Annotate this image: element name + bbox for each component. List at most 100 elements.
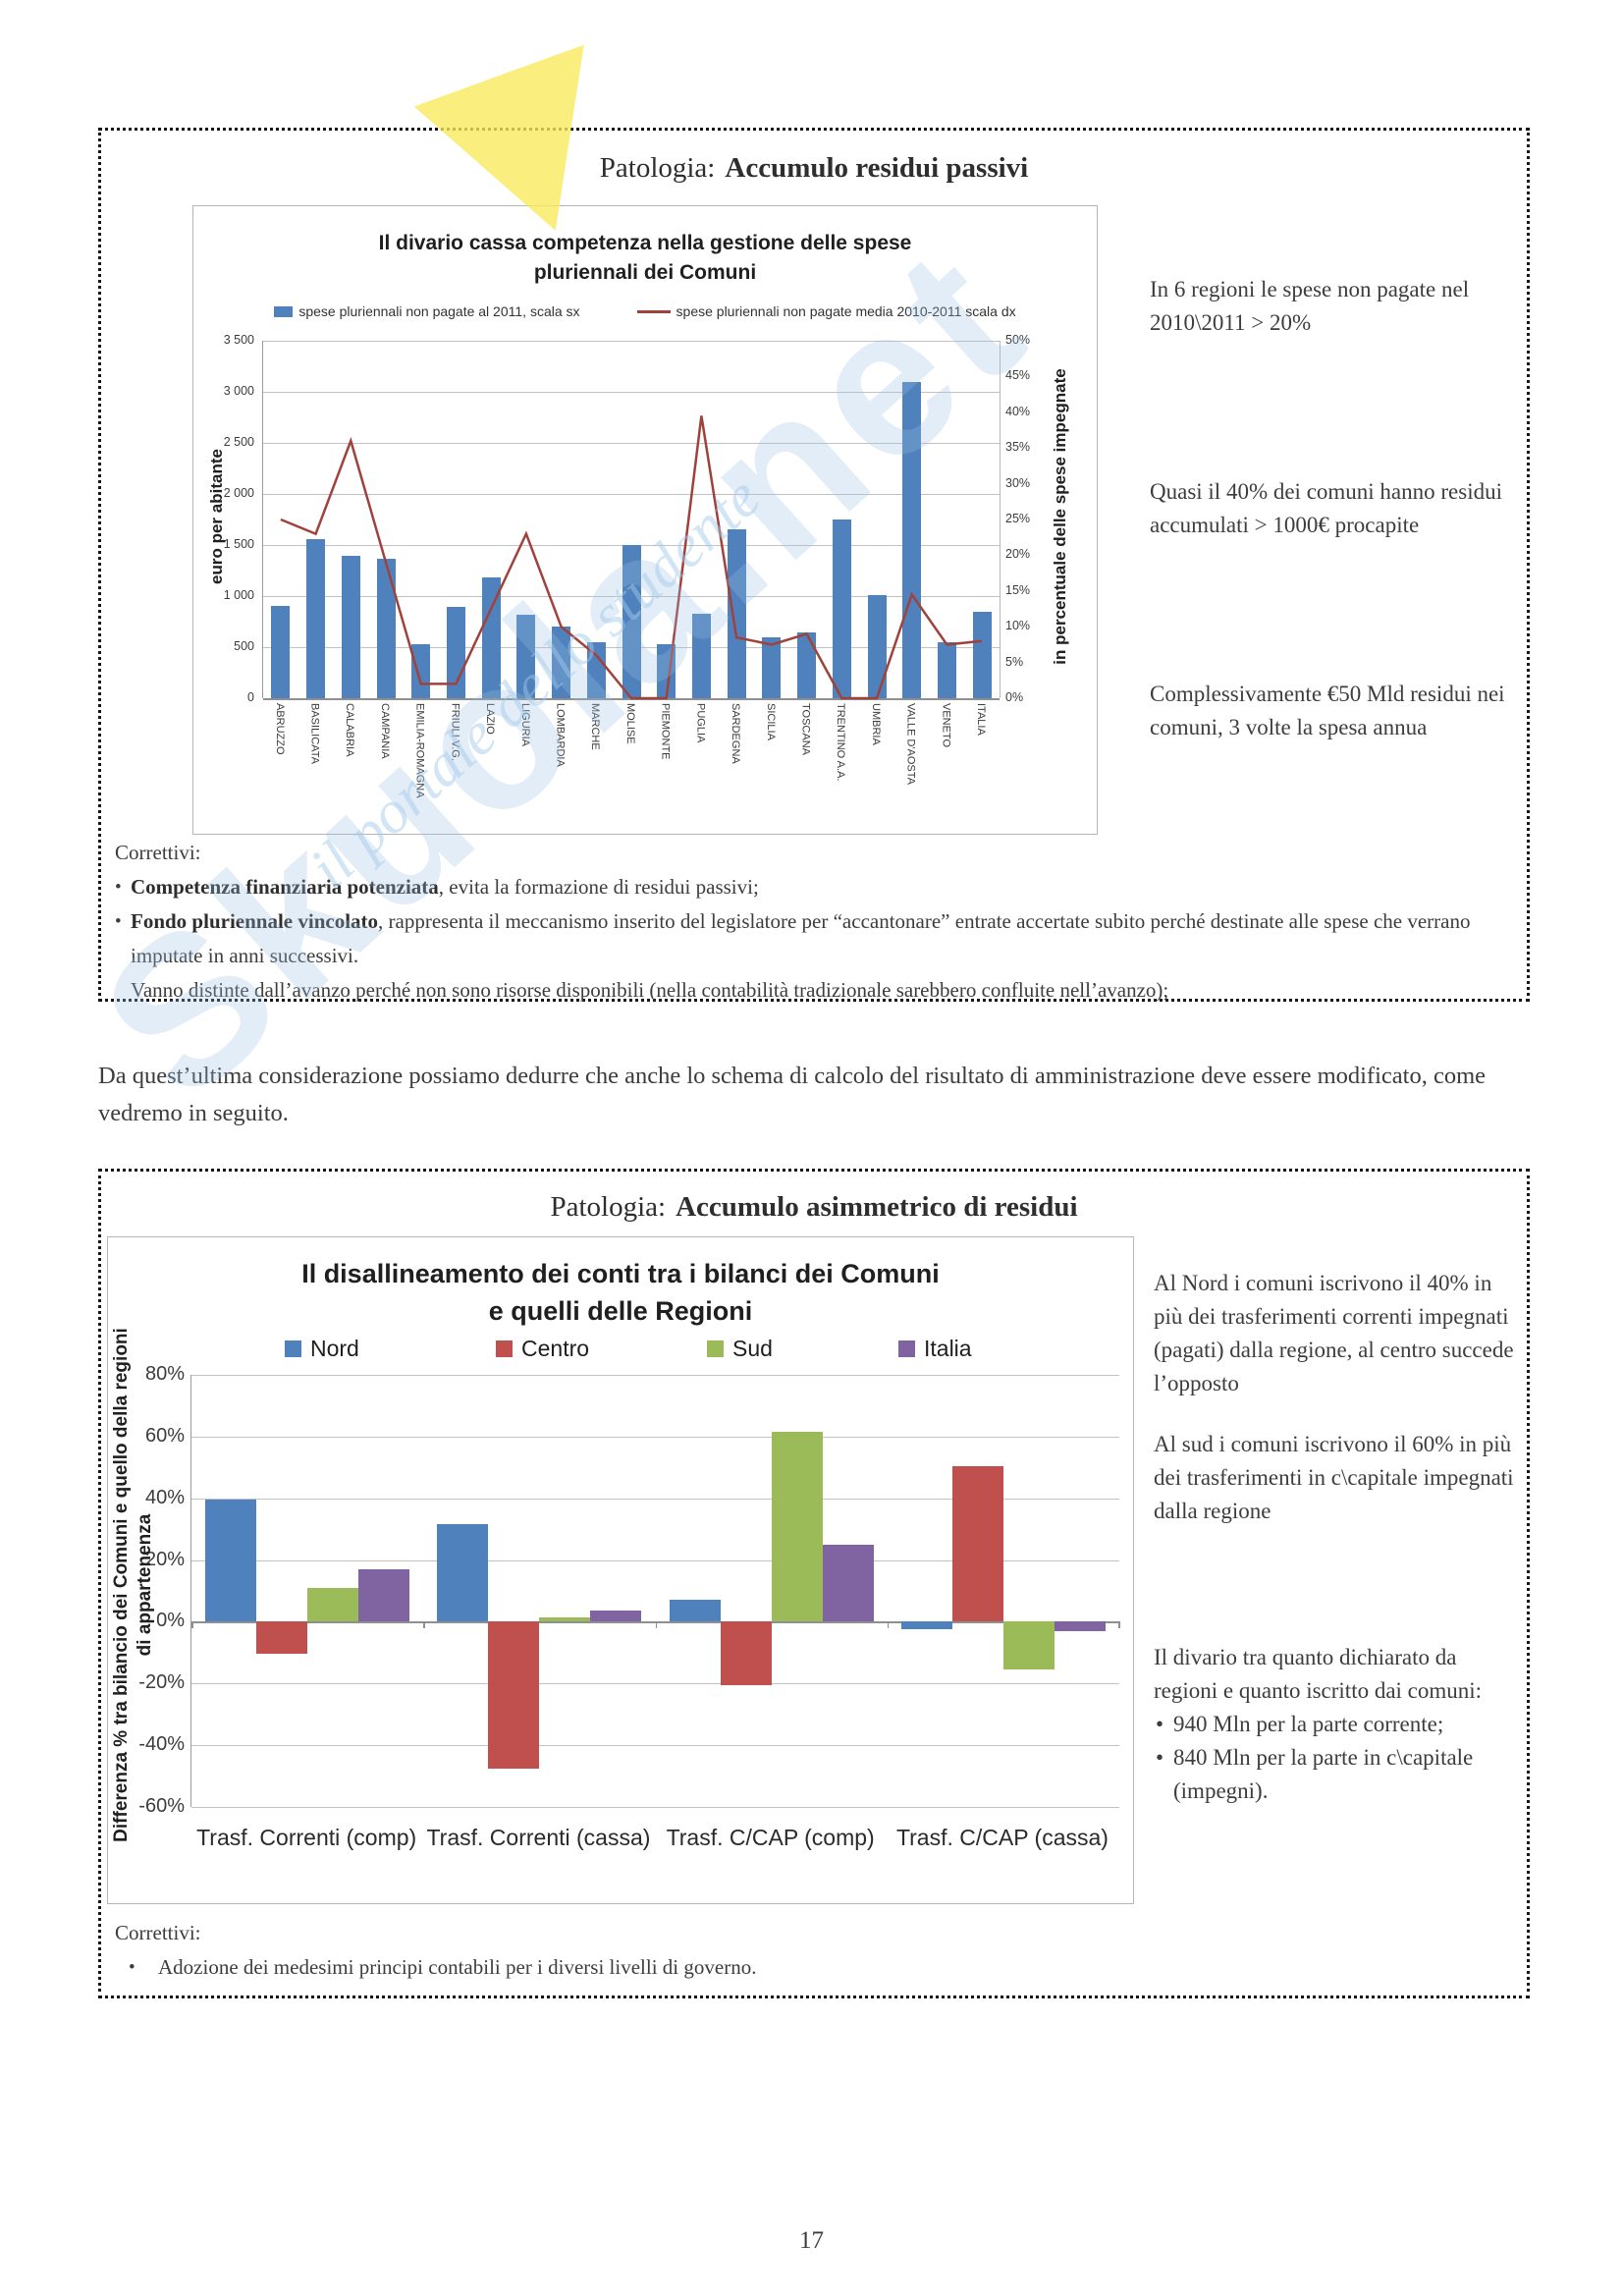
category-label: ABRUZZO bbox=[273, 703, 286, 755]
correttivi1-heading: Correttivi: bbox=[115, 841, 201, 864]
right-axis-tick: 50% bbox=[1005, 333, 1031, 347]
bar-basilicata bbox=[306, 538, 326, 698]
bar-centro-2 bbox=[488, 1621, 540, 1769]
chart1-right-axis-title: in percentuale delle spese impegnate bbox=[1051, 368, 1069, 665]
bar-toscana bbox=[797, 632, 817, 698]
chart1-category-labels: ABRUZZO BASILICATA CALABRIA CAMPANIA EMILIA-… bbox=[262, 703, 999, 826]
chart2-y-axis-title: Differenza % tra bilancio dei Comuni e q… bbox=[111, 1328, 155, 1842]
bar-nord-2 bbox=[437, 1524, 489, 1622]
bar-puglia bbox=[691, 613, 711, 698]
pathology-box-residui-passivi: Patologia: Accumulo residui passivi Il di… bbox=[98, 128, 1530, 1002]
bar-sud-3 bbox=[771, 1432, 823, 1622]
right-axis-tick: 0% bbox=[1005, 690, 1024, 704]
chart2-axis-ticks: 80% 60% 40% 20% 0% -20% -40% -60% bbox=[130, 1363, 185, 1817]
correttivi1-footnote: Vanno distinte dall’avanzo perché non so… bbox=[131, 978, 1169, 1002]
category-label: FRIULI V.G. bbox=[449, 703, 461, 761]
bar-italia-3 bbox=[822, 1544, 874, 1622]
bar-valle-d-aosta bbox=[902, 381, 922, 698]
chart2-legend-item-italia: Italia bbox=[898, 1336, 972, 1362]
correttivi2-heading: Correttivi: bbox=[115, 1921, 201, 1944]
bar-veneto bbox=[937, 641, 956, 698]
gridline bbox=[191, 1375, 1119, 1376]
chart1-legend-item: spese pluriennali non pagate al 2011, sc… bbox=[274, 303, 580, 319]
note-divario-intro: Il divario tra quanto dichiarato da regi… bbox=[1154, 1645, 1483, 1703]
category-label: TRENTINO A.A. bbox=[835, 703, 847, 782]
centro-series-swatch bbox=[496, 1340, 513, 1357]
y-axis-tick: 20% bbox=[144, 1548, 185, 1570]
chart2-title-line2: e quelli delle Regioni bbox=[488, 1296, 753, 1326]
bar-nord-4 bbox=[900, 1621, 952, 1630]
right-axis-tick: 15% bbox=[1005, 582, 1031, 597]
category-label: LIGURIA bbox=[518, 703, 531, 747]
bar-italia-2 bbox=[590, 1611, 642, 1622]
chart2-legend-label: Nord bbox=[310, 1336, 359, 1361]
bar-centro-3 bbox=[720, 1621, 772, 1685]
chart2-legend-label: Italia bbox=[924, 1336, 972, 1361]
left-axis-tick: 2 000 bbox=[223, 486, 254, 500]
divario-bullet: 940 Mln per la parte corrente; bbox=[1154, 1708, 1519, 1741]
y-axis-tick: -20% bbox=[138, 1671, 185, 1694]
gridline bbox=[191, 1559, 1119, 1561]
left-axis-tick: 1 500 bbox=[223, 537, 254, 551]
category-label: TOSCANA bbox=[799, 703, 812, 755]
page-number: 17 bbox=[799, 2227, 824, 2254]
category-label: CALABRIA bbox=[344, 703, 356, 757]
chart-disallineamento-conti: Il disallineamento dei conti tra i bilan… bbox=[107, 1236, 1134, 1904]
category-label: LOMBARDIA bbox=[554, 703, 567, 767]
bar-centro-1 bbox=[256, 1621, 308, 1655]
right-axis-tick: 35% bbox=[1005, 440, 1031, 455]
y-axis-tick: 60% bbox=[144, 1424, 185, 1447]
chart1-legend-label: spese pluriennali non pagate al 2011, sc… bbox=[298, 303, 580, 319]
chart1-right-axis-ticks: 50% 45% 40% 35% 30% 25% 20% 15% 10% 5% 0% bbox=[1005, 333, 1056, 704]
right-axis-tick: 30% bbox=[1005, 475, 1031, 490]
box2-title: Patologia: Accumulo asimmetrico di residu… bbox=[101, 1191, 1527, 1224]
chart1-left-axis-title: euro per abitante bbox=[207, 449, 226, 584]
correttivi1-item-text: , rappresenta il meccanismo inserito del… bbox=[131, 909, 1471, 967]
chart2-legend-label: Centro bbox=[521, 1336, 590, 1361]
chart-divario-cassa-competenza: Il divario cassa competenza nella gestio… bbox=[192, 205, 1098, 835]
bar-sardegna bbox=[727, 529, 746, 698]
right-axis-tick: 20% bbox=[1005, 547, 1031, 562]
box1-title-main: Accumulo residui passivi bbox=[725, 152, 1029, 184]
gridline bbox=[191, 1745, 1119, 1747]
chart2-legend-item-sud: Sud bbox=[707, 1336, 773, 1362]
bar-sud-1 bbox=[307, 1587, 359, 1622]
divario-bullet: 840 Mln per la parte in c\capitale (impe… bbox=[1154, 1741, 1519, 1808]
category-label: Trasf. C/CAP (comp) bbox=[666, 1825, 875, 1850]
y-axis-tick: -60% bbox=[138, 1795, 185, 1817]
pathology-box-accumulo-asimmetrico: Patologia: Accumulo asimmetrico di residu… bbox=[98, 1169, 1530, 1998]
category-label: Trasf. C/CAP (cassa) bbox=[895, 1825, 1109, 1850]
correttivi1-item-bold: Competenza finanziaria potenziata bbox=[131, 875, 439, 899]
y-axis-tick: 40% bbox=[144, 1486, 185, 1508]
bar-italia-1 bbox=[358, 1569, 410, 1622]
bar-italia bbox=[972, 611, 992, 698]
correttivi1-item: Competenza finanziaria potenziata, evita… bbox=[115, 870, 1513, 904]
gridline bbox=[191, 1683, 1119, 1685]
bar-liguria bbox=[516, 614, 536, 698]
category-label: VALLE D'AOSTA bbox=[904, 703, 917, 785]
bar-molise bbox=[622, 545, 641, 698]
bar-trentino-a-a- bbox=[832, 519, 851, 698]
chart1-plot-area bbox=[262, 341, 1001, 700]
chart2-legend-item-centro: Centro bbox=[496, 1336, 589, 1362]
note-divario: Il divario tra quanto dichiarato da regi… bbox=[1154, 1641, 1519, 1808]
chart1-legend-item: spese pluriennali non pagate media 2010-… bbox=[636, 303, 1016, 319]
bar-sud-4 bbox=[1002, 1621, 1055, 1670]
box1-title-prefix: Patologia: bbox=[599, 152, 716, 184]
y-axis-tick: -40% bbox=[138, 1733, 185, 1756]
divario-bullet-text: 940 Mln per la parte corrente; bbox=[1173, 1712, 1444, 1736]
correttivi2-item: Adozione dei medesimi principi contabili… bbox=[115, 1950, 1513, 1985]
right-axis-tick: 5% bbox=[1005, 654, 1024, 669]
right-axis-tick: 40% bbox=[1005, 404, 1031, 418]
right-axis-tick: 25% bbox=[1005, 512, 1031, 525]
category-tick bbox=[423, 1621, 425, 1629]
note-50-mld-residui: Complessivamente €50 Mld residui nei com… bbox=[1150, 682, 1505, 739]
chart2-title-line1: Il disallineamento dei conti tra i bilan… bbox=[301, 1259, 940, 1288]
correttivi1-item-bold: Fondo pluriennale vincolato bbox=[131, 909, 379, 933]
category-label: BASILICATA bbox=[308, 703, 321, 764]
left-axis-tick: 500 bbox=[234, 639, 254, 653]
left-axis-tick: 2 500 bbox=[223, 435, 254, 449]
note-residui-accumulati: Quasi il 40% dei comuni hanno residui ac… bbox=[1150, 479, 1502, 537]
category-label: VENETO bbox=[940, 703, 952, 748]
